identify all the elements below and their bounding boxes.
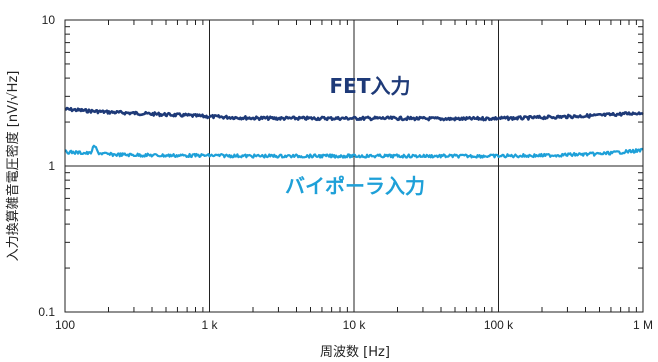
- grid-lines: [65, 20, 643, 312]
- series-line: [64, 144, 644, 159]
- y-tick-label: 10: [42, 13, 56, 27]
- x-tick-labels: 100 1 k 10 k 100 k 1 M: [55, 318, 653, 332]
- series-label-fet: FET入力: [330, 74, 411, 98]
- series-label-bipolar: バイポーラ入力: [285, 174, 425, 198]
- x-tick-label: 1 M: [633, 318, 653, 332]
- x-tick-label: 10 k: [343, 318, 367, 332]
- series-line: [64, 106, 644, 122]
- plot-frame: [64, 19, 644, 313]
- x-tick-label: 100: [55, 318, 75, 332]
- x-axis-label: 周波数 [Hz]: [320, 345, 390, 360]
- x-tick-label: 100 k: [484, 318, 514, 332]
- y-tick-label: 0.1: [38, 305, 55, 319]
- y-axis-label: 入力換算雑音電圧密度 [nV/√Hz]: [5, 71, 21, 262]
- series-lines: [64, 106, 644, 159]
- minor-ticks: [65, 20, 643, 312]
- y-tick-labels: 0.1 1 10: [38, 13, 55, 319]
- y-tick-label: 1: [48, 159, 55, 173]
- x-tick-label: 1 k: [201, 318, 218, 332]
